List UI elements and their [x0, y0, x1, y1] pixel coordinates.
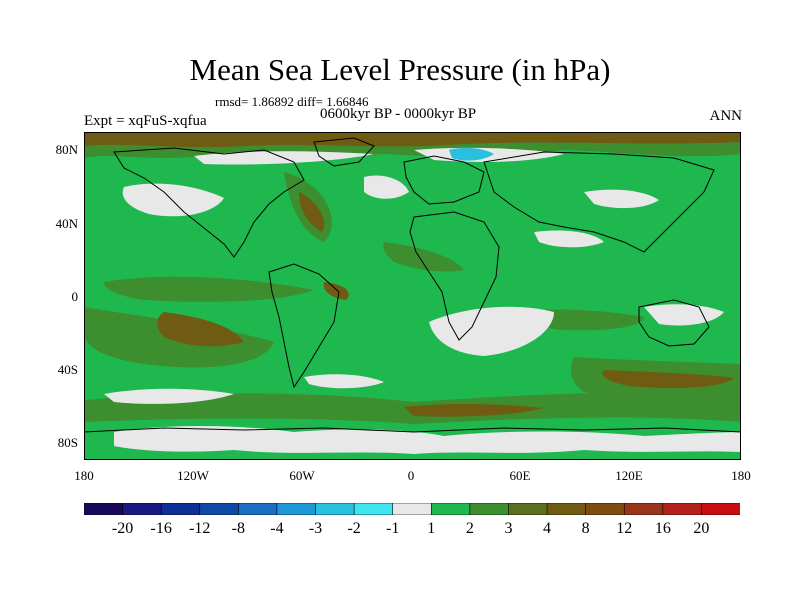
x-label-60e: 60E [509, 468, 531, 483]
colorbar-swatch [238, 503, 278, 515]
period-label: 0600kyr BP - 0000kyr BP [320, 106, 477, 122]
north-america-coast [113, 147, 305, 258]
x-label-120e: 120E [615, 468, 643, 483]
x-label-120w: 120W [177, 468, 209, 483]
colorbar-swatch [84, 503, 124, 515]
y-label-40s: 40S [57, 362, 78, 377]
colorbar-tick-label: -2 [347, 520, 361, 537]
greenland-coast [313, 137, 375, 167]
pressure-anomaly-map [84, 132, 741, 460]
asia-coast [483, 151, 715, 253]
colorbar-swatch [315, 503, 355, 515]
negative-anomaly-region [449, 147, 494, 161]
colorbar-tick-label: 2 [465, 520, 474, 537]
season-label: ANN [709, 108, 743, 124]
colorbar-swatch [276, 503, 317, 515]
colorbar-swatch [469, 503, 510, 515]
colorbar-tick-label: -16 [150, 520, 172, 537]
colorbar-tick-label: -4 [270, 520, 284, 537]
x-label-180e: 180 [731, 468, 751, 483]
colorbar-tick-label: -8 [231, 520, 245, 537]
australia-coast [638, 299, 710, 347]
colorbar-swatch [701, 503, 740, 515]
map-frame [84, 132, 741, 460]
colorbar [84, 503, 740, 515]
colorbar-tick-label: -1 [386, 520, 400, 537]
colorbar-swatch [122, 503, 162, 515]
colorbar-tick-label: 4 [543, 520, 552, 537]
colorbar-tick-label: -12 [189, 520, 211, 537]
colorbar-tick-label: 3 [504, 520, 513, 537]
x-label-60w: 60W [289, 468, 315, 483]
colorbar-tick-label: 8 [581, 520, 590, 537]
colorbar-tick-label: 12 [616, 520, 633, 537]
colorbar-tick-label: 16 [654, 520, 671, 537]
colorbar-swatch [546, 503, 587, 515]
colorbar-tick-label: -20 [111, 520, 134, 537]
y-label-80s: 80S [57, 435, 78, 450]
x-label-0: 0 [407, 468, 415, 483]
colorbar-tick-label: -3 [308, 520, 323, 537]
rmsd-diff-stats: rmsd= 1.86892 diff= 1.66846 [215, 94, 369, 109]
colorbar-tick-label: 20 [693, 520, 710, 537]
strong-anomaly-regions [84, 132, 741, 417]
colorbar-swatch [508, 503, 548, 515]
south-america-coast [268, 263, 340, 389]
x-label-180w: 180 [74, 468, 94, 483]
coastlines [84, 137, 741, 433]
colorbar-swatch [160, 503, 201, 515]
africa-coast [409, 211, 500, 341]
plot-title: Mean Sea Level Pressure (in hPa) [189, 52, 611, 87]
y-label-40n: 40N [55, 216, 78, 231]
y-label-80n: 80N [55, 142, 78, 157]
experiment-label: Expt = xqFuS-xqfua [84, 113, 207, 129]
colorbar-swatch [623, 503, 664, 515]
colorbar-swatch [430, 503, 471, 515]
colorbar-swatch [392, 503, 432, 515]
antarctica-coast [84, 427, 741, 433]
colorbar-tick-label: 1 [427, 520, 436, 537]
colorbar-swatch [353, 503, 394, 515]
colorbar-swatch [199, 503, 239, 515]
y-label-equator: 0 [71, 289, 79, 304]
colorbar-swatch [585, 503, 625, 515]
europe-coast [403, 155, 485, 205]
colorbar-swatch [662, 503, 703, 515]
